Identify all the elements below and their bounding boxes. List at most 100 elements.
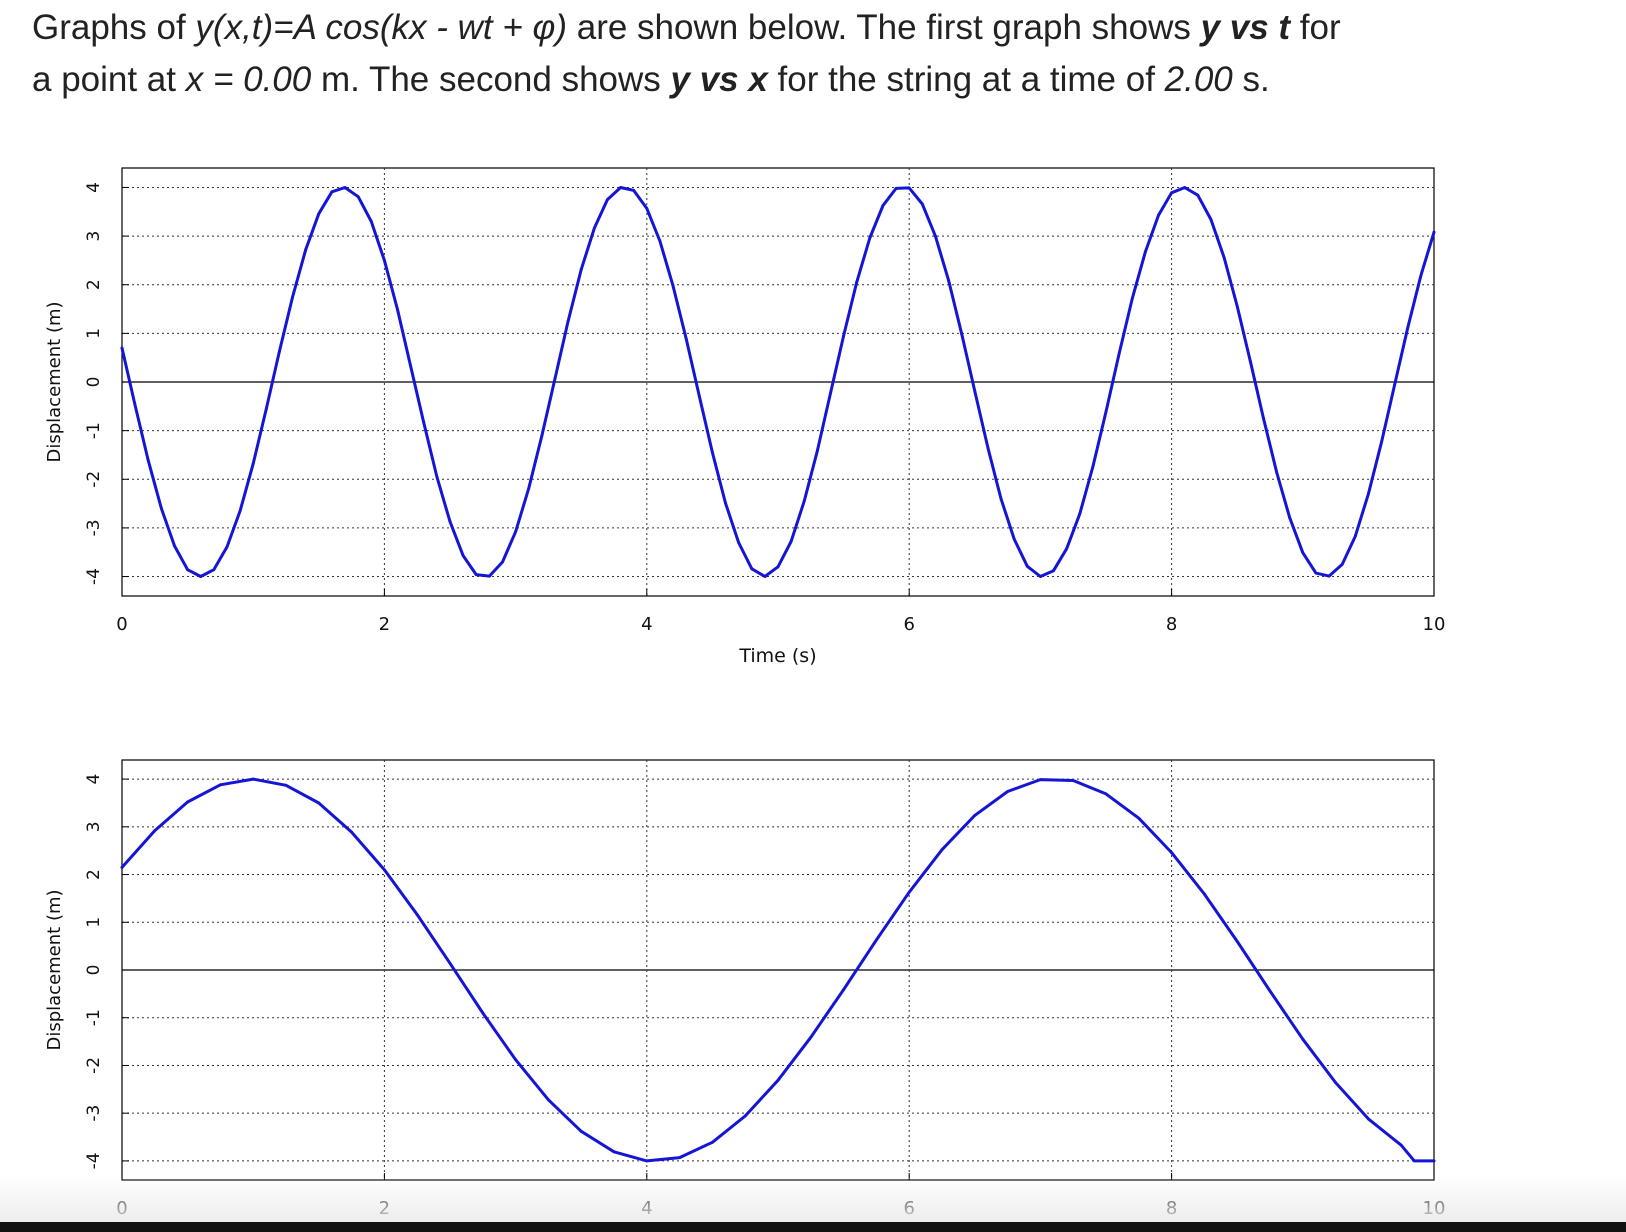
wave-data-point [481, 1011, 485, 1015]
x-axis-label: Time (s) [738, 645, 816, 667]
wave-data-point [592, 226, 596, 230]
y-tick-label: 2 [84, 279, 104, 290]
wave-data-point [789, 540, 793, 543]
wave-data-point [1170, 851, 1173, 854]
wave-data-point [173, 544, 176, 548]
x-tick-label: 10 [1423, 1198, 1446, 1219]
wave-data-point [474, 573, 478, 576]
wave-data-point [120, 346, 124, 350]
wave-data-point [251, 462, 255, 466]
time-value: 2.00 [1164, 60, 1233, 99]
bottom-bar [0, 1222, 1626, 1232]
wave-data-point [1144, 250, 1147, 254]
wave-data-point [488, 574, 491, 578]
wave-data-point [1078, 512, 1082, 516]
statement-text: s. [1232, 60, 1270, 99]
wave-data-point [514, 1058, 517, 1062]
x-tick-label: 0 [116, 614, 127, 635]
statement-line-2: a point at x = 0.00 m. The second shows … [32, 54, 1592, 106]
wave-data-point [737, 541, 740, 544]
wave-data-point [724, 501, 727, 505]
wave-data-point [212, 568, 216, 572]
wave-data-point [409, 364, 412, 368]
wave-data-point [383, 259, 386, 262]
wave-data-point [1091, 465, 1095, 468]
wave-data-point [448, 961, 452, 965]
wave-data-point [1104, 792, 1108, 796]
wave-data-point [868, 236, 872, 240]
wave-data-point [251, 777, 255, 781]
wave-data-point [816, 449, 819, 452]
wave-data-point [186, 800, 190, 804]
wave-data-point [678, 1156, 681, 1159]
wave-data-point [606, 198, 609, 202]
y-tick-label: 1 [84, 917, 104, 928]
wave-data-point [1209, 218, 1213, 222]
wave-data-point [986, 446, 990, 450]
wave-data-point [330, 190, 334, 194]
wave-data-point [350, 830, 353, 834]
statement-text: are shown below. The first graph shows [567, 8, 1201, 47]
wave-data-point [1367, 1117, 1370, 1121]
wave-data-point [1419, 274, 1423, 277]
wave-data-point [1393, 383, 1396, 387]
wave-data-point [1203, 892, 1206, 896]
wave-data-point [238, 509, 242, 513]
x-tick-label: 2 [379, 1198, 390, 1219]
wave-data-point [1432, 1159, 1436, 1163]
wave-data-point [1262, 416, 1265, 420]
wave-data-point [1268, 989, 1272, 993]
y-tick-label: 0 [84, 377, 104, 388]
wave-data-point [1104, 410, 1108, 414]
wave-data-point [356, 195, 360, 199]
wave-data-point [1130, 297, 1134, 301]
y-tick-label: -3 [84, 1105, 104, 1122]
wave-data-point [146, 458, 150, 462]
wave-data-point [711, 1140, 714, 1144]
x-tick-label: 8 [1166, 1198, 1177, 1219]
x-tick-label: 2 [379, 614, 390, 635]
x-tick-label: 0 [116, 1198, 127, 1219]
wave-data-point [547, 1098, 550, 1102]
wave-data-point [1235, 940, 1239, 943]
wave-data-point [396, 308, 399, 311]
y-tick-label: -2 [84, 1057, 104, 1074]
y-tick-label: 0 [84, 965, 104, 976]
wave-data-point [1288, 516, 1292, 520]
wave-data-point [645, 207, 649, 210]
wave-data-point [278, 350, 281, 353]
wave-data-point [960, 332, 964, 336]
wave-data-point [947, 279, 950, 282]
y-tick-label: 2 [84, 869, 104, 880]
wave-data-point [1065, 547, 1068, 551]
y-tick-label: -4 [84, 568, 104, 585]
wave-data-point [514, 530, 517, 534]
wave-data-point [1117, 352, 1121, 356]
wave-data-point [1353, 534, 1357, 538]
y-tick-label: -2 [84, 471, 104, 488]
wave-data-point [1052, 569, 1055, 573]
wave-data-point [304, 248, 308, 252]
wave-curve-line [120, 777, 1436, 1163]
wave-data-point [1399, 1143, 1403, 1147]
wave-data-point [684, 337, 688, 341]
wave-data-point [1380, 440, 1383, 444]
wave-data-point [153, 829, 157, 832]
wave-data-point [1071, 779, 1075, 782]
y-tick-label: 3 [84, 231, 104, 242]
wave-data-point [697, 394, 701, 398]
statement-line-1: Graphs of y(x,t)=A cos(kx - wt + φ) are … [32, 2, 1592, 54]
x-tick-label: 6 [903, 1198, 914, 1219]
statement-text: m. The second shows [311, 60, 671, 99]
wave-data-point [1039, 778, 1042, 781]
statement-text: for [1290, 8, 1341, 47]
wave-formula: y(x,t)=A cos(kx - wt + φ) [195, 8, 567, 47]
wave-data-point [317, 212, 321, 216]
wave-data-point [527, 487, 531, 490]
wave-data-point [553, 377, 557, 380]
wave-data-point [973, 814, 977, 817]
wave-data-point [671, 284, 675, 288]
x-tick-label: 10 [1423, 614, 1446, 635]
wave-data-point [750, 567, 754, 571]
